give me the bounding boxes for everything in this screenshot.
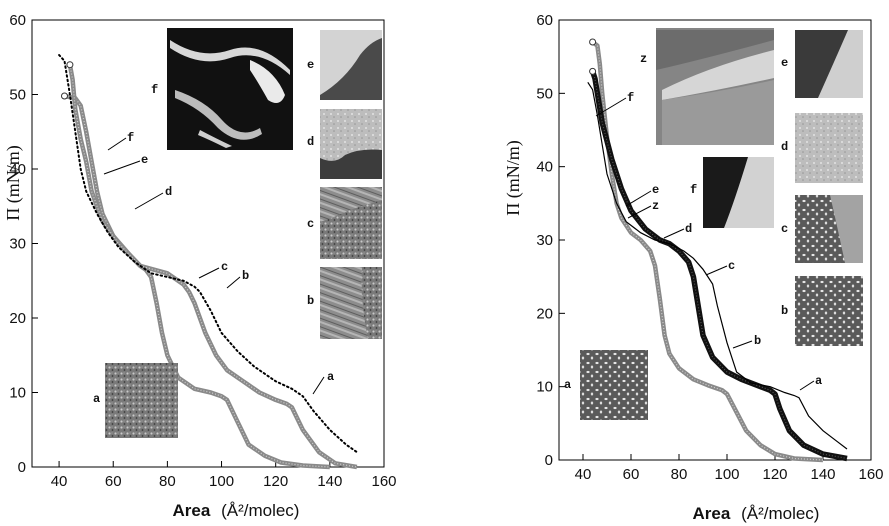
left-inset-a-image bbox=[105, 363, 178, 438]
right-y-tick-label: 30 bbox=[536, 232, 553, 249]
left-annotation-d: d bbox=[165, 185, 172, 199]
right-panel: 40 60 80 100 120 140 160 0 10 20 30 40 50 60 bbox=[503, 12, 884, 523]
right-inset-f-image bbox=[703, 157, 774, 228]
left-y-tick-label: 30 bbox=[9, 236, 26, 253]
right-annotation-f: f bbox=[627, 91, 634, 105]
left-annotation-c: c bbox=[221, 260, 228, 274]
left-series-1-start-marker bbox=[67, 62, 73, 68]
right-y-tick-label: 0 bbox=[545, 452, 553, 469]
left-x-tick-label: 40 bbox=[51, 473, 68, 490]
left-x-tick-label: 100 bbox=[209, 473, 234, 490]
left-inset-d-image bbox=[320, 109, 382, 179]
right-inset-d-image bbox=[795, 113, 863, 183]
right-inset-a-image bbox=[580, 350, 648, 420]
right-annotation-a: a bbox=[815, 374, 822, 388]
right-series-0-start-marker bbox=[590, 39, 596, 45]
right-x-tick-label: 100 bbox=[714, 466, 739, 483]
left-inset-label-b: b bbox=[307, 294, 314, 308]
left-y-tick-label: 10 bbox=[9, 385, 26, 402]
left-y-tick-label: 50 bbox=[9, 87, 26, 104]
right-annotation-c: c bbox=[728, 259, 735, 273]
right-x-tick-label: 120 bbox=[762, 466, 787, 483]
right-inset-label-e: e bbox=[781, 56, 788, 70]
right-x-tick-label: 40 bbox=[575, 466, 592, 483]
right-inset-label-c: c bbox=[781, 222, 788, 236]
right-x-tick-label: 160 bbox=[858, 466, 883, 483]
left-inset-label-c: c bbox=[307, 217, 314, 231]
left-series-0-start-marker bbox=[61, 93, 67, 99]
left-annotation-e: e bbox=[141, 153, 148, 167]
left-x-tick-label: 60 bbox=[105, 473, 122, 490]
left-inset-f-image bbox=[167, 28, 293, 150]
left-inset-label-a: a bbox=[93, 392, 100, 406]
right-inset-label-d: d bbox=[781, 140, 788, 154]
left-annotation-b: b bbox=[242, 269, 249, 283]
right-x-tick-label: 60 bbox=[623, 466, 640, 483]
left-y-axis-label: Π (mN/m) bbox=[3, 145, 24, 221]
right-annotation-z: z bbox=[652, 199, 659, 213]
right-inset-label-f: f bbox=[690, 183, 697, 197]
left-series-0-line bbox=[65, 96, 330, 467]
left-x-tick-label: 160 bbox=[371, 473, 396, 490]
left-x-axis-label: Area (Å²/molec) bbox=[173, 501, 300, 520]
right-annotation-d: d bbox=[685, 222, 692, 236]
left-inset-label-e: e bbox=[307, 58, 314, 72]
left-inset-label-d: d bbox=[307, 135, 314, 149]
right-y-tick-label: 50 bbox=[536, 85, 553, 102]
left-y-tick-label: 20 bbox=[9, 310, 26, 327]
right-y-tick-label: 20 bbox=[536, 305, 553, 322]
left-x-tick-label: 120 bbox=[263, 473, 288, 490]
right-x-tick-label: 140 bbox=[810, 466, 835, 483]
left-y-tick-label: 60 bbox=[9, 12, 26, 29]
right-inset-z-image bbox=[656, 28, 774, 145]
left-x-axis-label-bold: Area bbox=[173, 501, 211, 520]
right-inset-label-b: b bbox=[781, 304, 788, 318]
left-annotation-f: f bbox=[127, 131, 134, 145]
right-y-axis-label: Π (mN/m) bbox=[503, 140, 524, 216]
right-y-tick-label: 10 bbox=[536, 379, 553, 396]
left-x-tick-label: 140 bbox=[317, 473, 342, 490]
right-x-tick-label: 80 bbox=[671, 466, 688, 483]
right-y-tick-label: 40 bbox=[536, 159, 553, 176]
right-inset-label-a: a bbox=[564, 378, 571, 392]
right-inset-b-image bbox=[795, 276, 863, 346]
right-inset-label-z: z bbox=[640, 52, 647, 66]
right-inset-c-image bbox=[795, 195, 863, 263]
right-y-tick-label: 60 bbox=[536, 12, 553, 29]
left-inset-e-image bbox=[320, 30, 382, 100]
left-inset-c-image bbox=[320, 187, 382, 259]
left-annotation-a: a bbox=[327, 370, 334, 384]
left-y-tick-label: 0 bbox=[18, 459, 26, 476]
right-series-1-start-marker bbox=[590, 68, 596, 74]
left-inset-b-image bbox=[320, 267, 382, 339]
right-x-axis-label: Area (Å²/molec) bbox=[693, 504, 820, 523]
right-annotation-b: b bbox=[754, 334, 761, 348]
left-inset-label-f: f bbox=[151, 83, 158, 97]
left-x-axis-label-units: (Å²/molec) bbox=[221, 501, 299, 520]
right-annotation-e: e bbox=[652, 183, 659, 197]
right-x-axis-label-bold: Area bbox=[693, 504, 731, 523]
right-x-axis-label-units: (Å²/molec) bbox=[741, 504, 819, 523]
right-inset-e-image bbox=[795, 30, 863, 98]
left-series-0-marker-texture bbox=[65, 96, 330, 467]
left-x-tick-label: 80 bbox=[159, 473, 176, 490]
